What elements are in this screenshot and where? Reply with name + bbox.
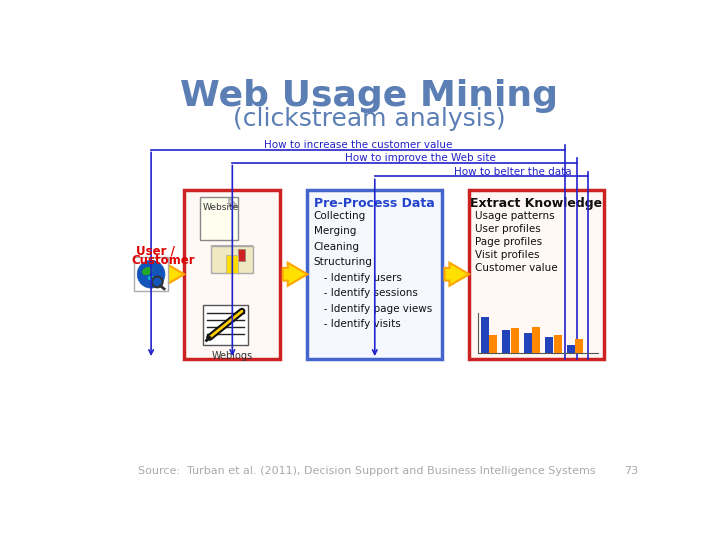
Text: Customer: Customer <box>132 254 195 267</box>
FancyBboxPatch shape <box>567 345 575 353</box>
Circle shape <box>138 260 165 288</box>
Text: Usage patterns: Usage patterns <box>475 211 555 221</box>
Text: Page profiles: Page profiles <box>475 237 542 247</box>
Polygon shape <box>444 262 469 286</box>
Text: - Identify sessions: - Identify sessions <box>314 288 418 298</box>
Text: Customer value: Customer value <box>475 264 558 273</box>
Polygon shape <box>150 262 184 286</box>
Text: Structuring: Structuring <box>314 257 372 267</box>
Ellipse shape <box>148 276 154 280</box>
Text: Cleaning: Cleaning <box>314 242 359 252</box>
FancyBboxPatch shape <box>502 329 510 353</box>
Text: - Identify visits: - Identify visits <box>314 319 400 329</box>
FancyBboxPatch shape <box>199 197 238 240</box>
Text: 73: 73 <box>624 467 639 476</box>
Text: Extract Knowledge: Extract Knowledge <box>470 197 603 210</box>
FancyBboxPatch shape <box>532 327 540 353</box>
FancyBboxPatch shape <box>511 328 519 353</box>
FancyBboxPatch shape <box>545 337 553 353</box>
Text: - Identify users: - Identify users <box>314 273 402 283</box>
Text: Visit profiles: Visit profiles <box>475 251 540 260</box>
Text: Website: Website <box>203 204 239 212</box>
FancyBboxPatch shape <box>204 305 248 345</box>
Text: How to improve the Web site: How to improve the Web site <box>345 153 495 163</box>
Text: How to belter the data: How to belter the data <box>454 167 571 177</box>
FancyBboxPatch shape <box>134 257 168 291</box>
Text: Collecting: Collecting <box>314 211 366 221</box>
FancyBboxPatch shape <box>211 246 253 273</box>
Ellipse shape <box>142 267 153 275</box>
Polygon shape <box>211 246 253 267</box>
Text: Source:  Turban et al. (2011), Decision Support and Business Intelligence System: Source: Turban et al. (2011), Decision S… <box>138 467 595 476</box>
Polygon shape <box>229 197 238 206</box>
FancyBboxPatch shape <box>184 190 281 359</box>
FancyBboxPatch shape <box>226 255 238 273</box>
FancyBboxPatch shape <box>481 317 489 353</box>
Text: User profiles: User profiles <box>475 224 541 234</box>
Text: Pre-Process Data: Pre-Process Data <box>315 197 435 210</box>
Text: (clickstream analysis): (clickstream analysis) <box>233 107 505 131</box>
FancyBboxPatch shape <box>575 339 583 353</box>
FancyBboxPatch shape <box>523 333 531 353</box>
FancyBboxPatch shape <box>554 335 562 353</box>
FancyBboxPatch shape <box>238 249 245 261</box>
FancyBboxPatch shape <box>490 335 498 353</box>
FancyBboxPatch shape <box>469 190 604 359</box>
Polygon shape <box>283 262 307 286</box>
Text: Merging: Merging <box>314 226 356 237</box>
Text: User /: User / <box>137 245 176 258</box>
FancyBboxPatch shape <box>307 190 442 359</box>
Text: Web Usage Mining: Web Usage Mining <box>180 79 558 113</box>
Text: How to increase the customer value: How to increase the customer value <box>264 140 452 150</box>
Text: Weblogs: Weblogs <box>212 351 253 361</box>
Text: - Identify page views: - Identify page views <box>314 303 432 314</box>
